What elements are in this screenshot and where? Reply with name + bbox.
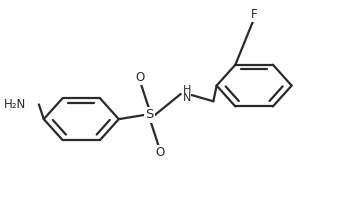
Text: O: O <box>135 71 145 84</box>
Text: O: O <box>155 146 164 159</box>
Text: H
N: H N <box>183 85 191 103</box>
Text: H₂N: H₂N <box>4 98 26 111</box>
Text: F: F <box>251 8 258 21</box>
Text: S: S <box>146 108 154 122</box>
